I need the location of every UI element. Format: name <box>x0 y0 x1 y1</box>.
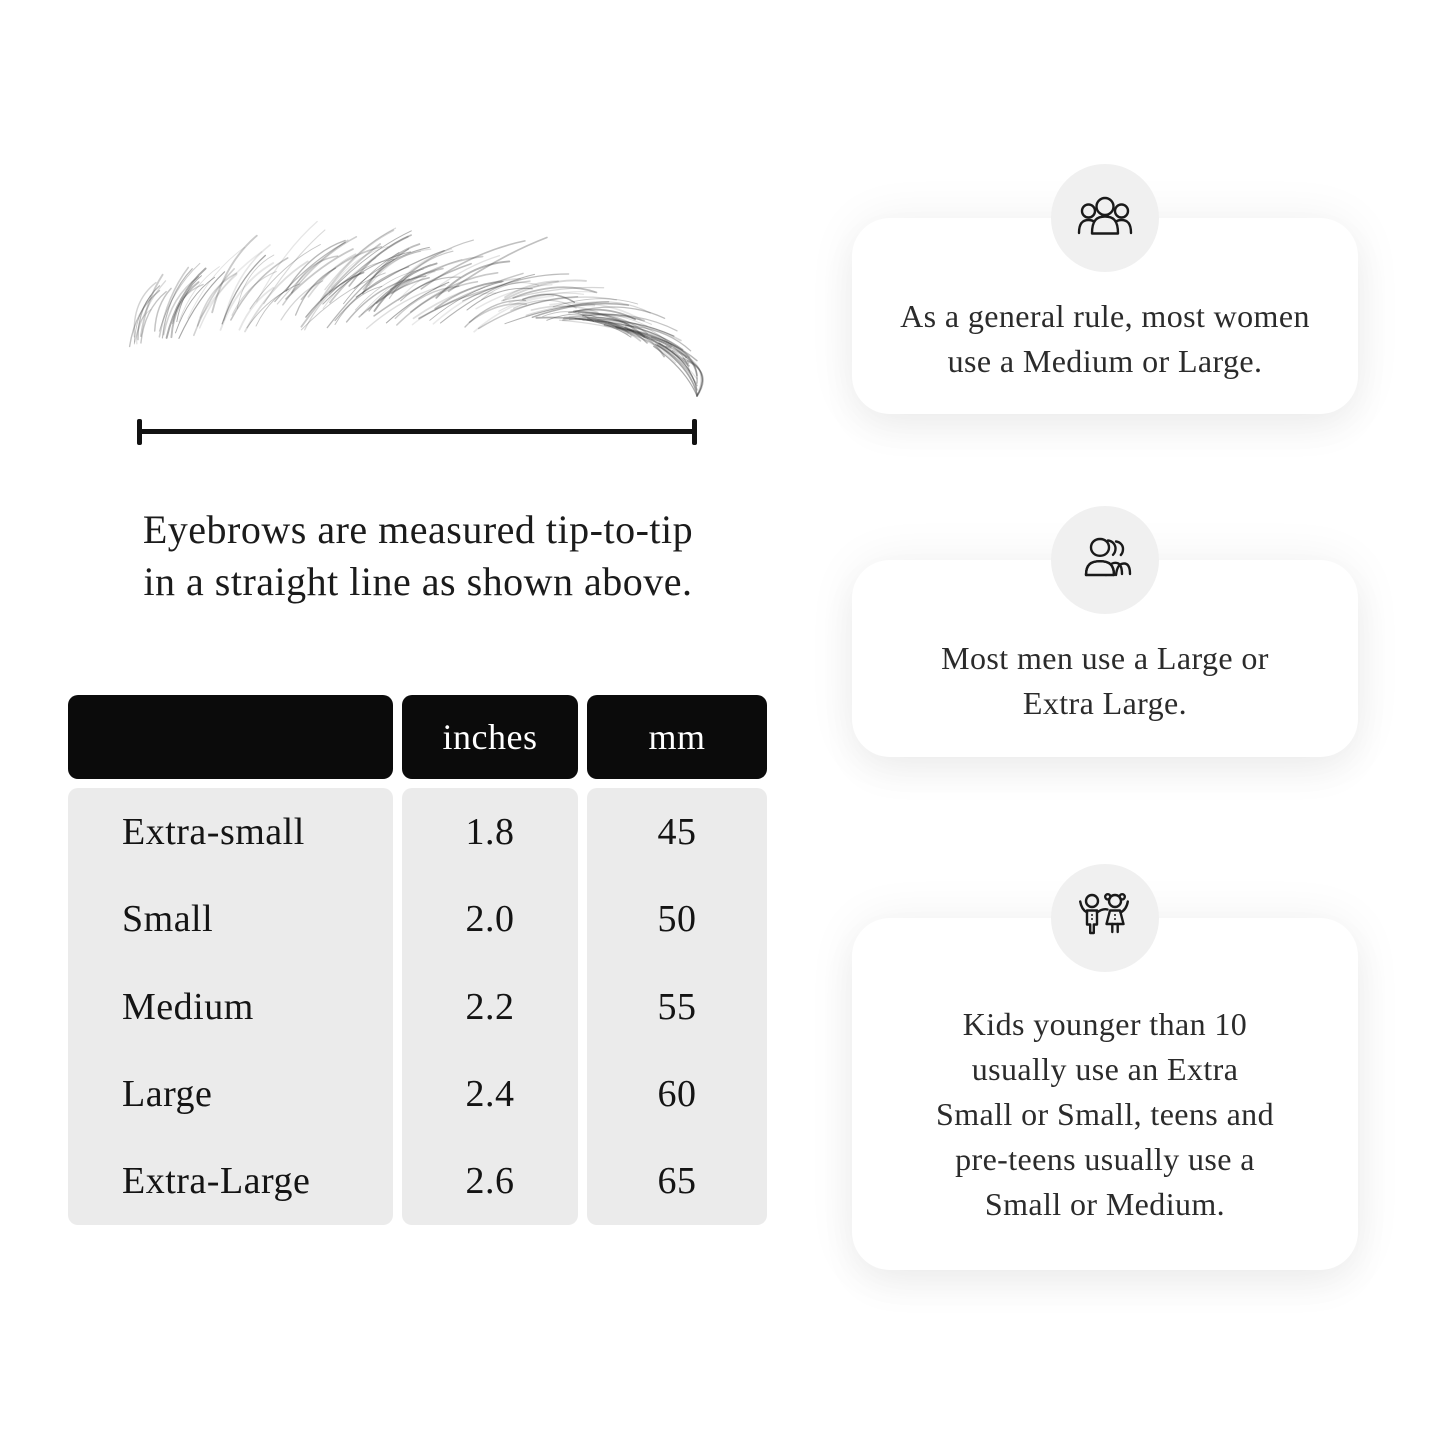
size-cell: Extra-Large <box>122 1160 311 1203</box>
caption-line-2: in a straight line as shown above. <box>143 559 693 604</box>
mm-cell: 65 <box>657 1160 697 1203</box>
card-text: Kids younger than 10 usually use an Extr… <box>872 1002 1338 1227</box>
inches-cell: 2.0 <box>465 898 515 941</box>
caption-line-1: Eyebrows are measured tip-to-tip <box>142 507 694 552</box>
eyebrow-illustration <box>128 220 704 397</box>
women-group-icon <box>1051 164 1159 272</box>
size-table-header-mm: mm <box>587 695 767 779</box>
measurement-bar <box>137 429 697 434</box>
size-table-body: Extra-small Small Medium Large Extra-Lar… <box>68 788 767 1225</box>
measurement-caption: Eyebrows are measured tip-to-tip in a st… <box>70 504 766 608</box>
kids-icon <box>1051 864 1159 972</box>
card-line: Small or Small, teens and <box>936 1096 1274 1132</box>
mm-cell: 45 <box>657 810 697 853</box>
inches-cell: 1.8 <box>465 810 515 853</box>
size-table: inches mm Extra-small Small Medium Large… <box>68 695 767 1225</box>
size-table-column-mm: 45 50 55 60 65 <box>587 788 767 1225</box>
size-table-header-size <box>68 695 393 779</box>
card-line: use a Medium or Large. <box>947 343 1263 379</box>
info-card-men: Most men use a Large or Extra Large. <box>852 506 1358 757</box>
inches-cell: 2.4 <box>465 1072 515 1115</box>
info-card-women: As a general rule, most women use a Medi… <box>852 164 1358 414</box>
card-line: pre-teens usually use a <box>955 1141 1255 1177</box>
info-card-kids: Kids younger than 10 usually use an Extr… <box>852 864 1358 1270</box>
card-line: Most men use a Large or <box>941 640 1269 676</box>
inches-cell: 2.2 <box>465 985 515 1028</box>
card-line: Kids younger than 10 <box>962 1006 1248 1042</box>
measurement-end-cap-right <box>692 419 697 445</box>
card-line: As a general rule, most women <box>900 298 1310 334</box>
measurement-line <box>137 419 697 445</box>
size-cell: Small <box>122 898 214 941</box>
card-line: Small or Medium. <box>984 1186 1226 1222</box>
size-table-header-row: inches mm <box>68 695 767 779</box>
size-cell: Extra-small <box>122 810 305 853</box>
size-table-column-inches: 1.8 2.0 2.2 2.4 2.6 <box>402 788 578 1225</box>
card-text: As a general rule, most women use a Medi… <box>872 294 1338 384</box>
mm-cell: 55 <box>657 985 697 1028</box>
mm-cell: 50 <box>657 898 697 941</box>
mm-cell: 60 <box>657 1072 697 1115</box>
card-line: Extra Large. <box>1022 685 1188 721</box>
inches-cell: 2.6 <box>465 1160 515 1203</box>
card-line: usually use an Extra <box>971 1051 1239 1087</box>
size-cell: Large <box>122 1072 213 1115</box>
size-table-column-size: Extra-small Small Medium Large Extra-Lar… <box>68 788 393 1225</box>
men-group-icon <box>1051 506 1159 614</box>
size-cell: Medium <box>122 985 254 1028</box>
size-table-header-inches: inches <box>402 695 578 779</box>
card-text: Most men use a Large or Extra Large. <box>872 636 1338 726</box>
